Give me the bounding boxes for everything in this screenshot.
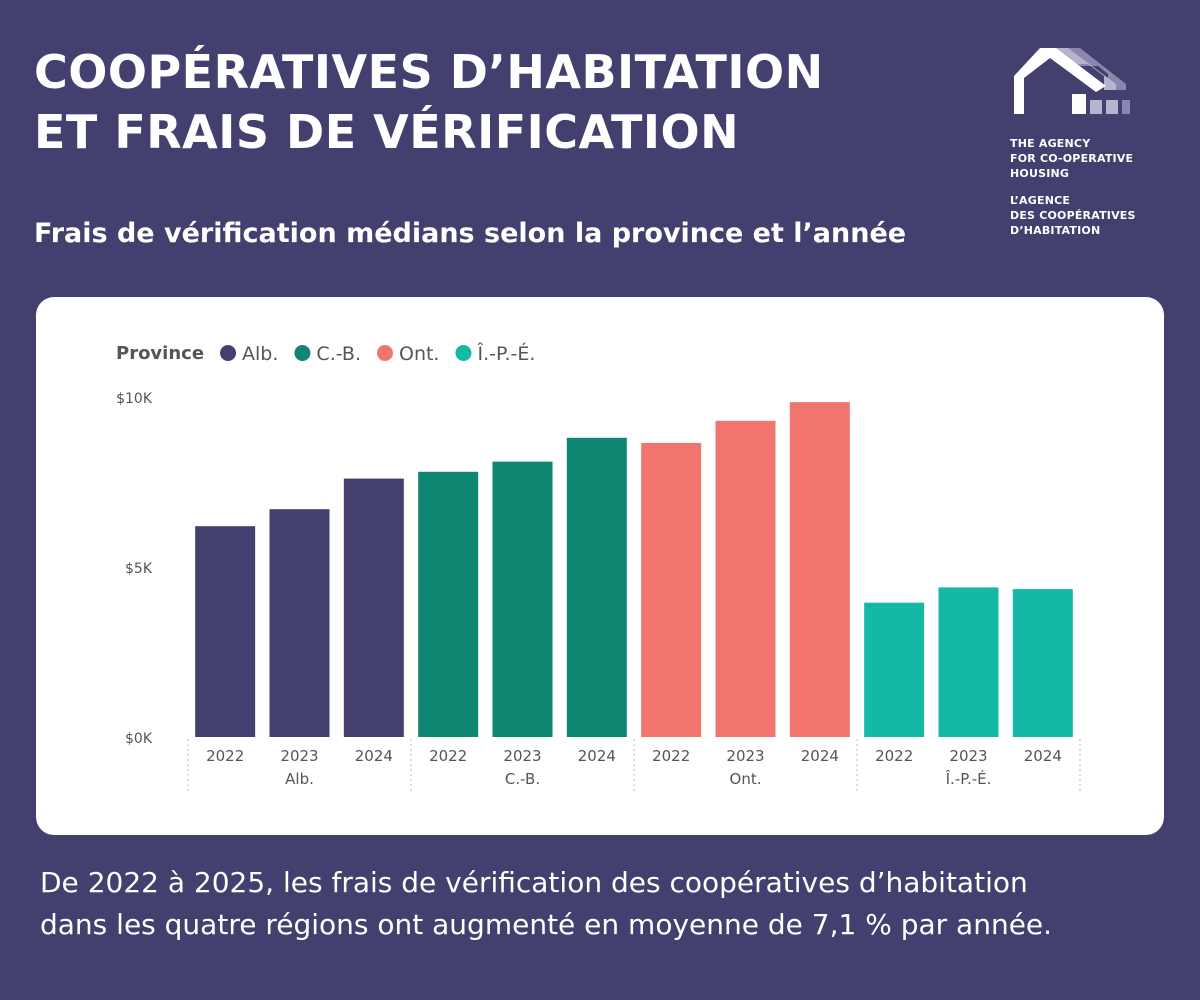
bar-3-1 [938, 587, 999, 737]
logo-text-fr-2: DES COOPÉRATIVES [1010, 209, 1136, 222]
logo-text-en-1: THE AGENCY [1010, 137, 1091, 150]
legend-label-1: C.-B. [316, 343, 361, 365]
legend-label-0: Alb. [242, 343, 278, 365]
title-line-2: ET FRAIS DE VÉRIFICATION [34, 105, 740, 159]
bar-1-2 [566, 437, 627, 737]
x-tick-label: 2023 [726, 747, 764, 765]
x-tick-label: 2024 [355, 747, 393, 765]
x-group-label: Alb. [285, 770, 314, 788]
legend-label-2: Ont. [399, 343, 440, 365]
x-tick-label: 2022 [429, 747, 467, 765]
logo-text-fr-1: L’AGENCE [1010, 194, 1071, 207]
y-tick-label: $10K [116, 391, 153, 407]
legend-marker-0 [220, 345, 237, 361]
legend-label-3: Î.-P.-É. [476, 342, 535, 365]
legend-marker-3 [455, 345, 472, 361]
x-tick-label: 2022 [652, 747, 690, 765]
chart-card: Province Alb. C.-B. Ont. Î.-P.-É. $0K $5K $10K 2… [36, 297, 1164, 835]
house-logo-icon [1014, 48, 1130, 114]
title-line-1: COOPÉRATIVES D’HABITATION [34, 45, 824, 99]
x-tick-label: 2022 [206, 747, 244, 765]
footer-line-1: De 2022 à 2025, les frais de vérificatio… [40, 866, 1028, 899]
logo-text-en-2: FOR CO-OPERATIVE [1010, 152, 1134, 165]
footer-summary: De 2022 à 2025, les frais de vérificatio… [40, 862, 1170, 946]
x-group-label: C.-B. [505, 770, 540, 788]
legend-marker-2 [376, 345, 393, 361]
bar-1-0 [418, 471, 479, 737]
x-tick-label: 2022 [875, 747, 913, 765]
x-tick-label: 2023 [949, 747, 987, 765]
logo-text-fr-3: D’HABITATION [1010, 224, 1101, 237]
bar-2-0 [641, 442, 702, 737]
legend-marker-1 [294, 345, 311, 361]
x-group-label: Ont. [730, 770, 762, 788]
bar-3-2 [1012, 589, 1073, 737]
x-tick-label: 2023 [280, 747, 318, 765]
legend-title: Province [116, 343, 204, 364]
footer-line-2: dans les quatre régions ont augmenté en … [40, 908, 1053, 941]
page-title: COOPÉRATIVES D’HABITATION ET FRAIS DE VÉ… [34, 42, 984, 162]
y-tick-label: $0K [125, 731, 153, 747]
x-tick-label: 2024 [801, 747, 839, 765]
bar-2-1 [715, 420, 776, 737]
x-tick-label: 2024 [578, 747, 616, 765]
chart-subtitle: Frais de vérification médians selon la p… [34, 218, 907, 249]
agency-logo: THE AGENCY FOR CO-OPERATIVE HOUSING L’AG… [1010, 44, 1180, 238]
bar-0-0 [195, 526, 256, 737]
logo-text: THE AGENCY FOR CO-OPERATIVE HOUSING L’AG… [1010, 136, 1180, 238]
bar-2-2 [789, 402, 850, 737]
bar-chart: Province Alb. C.-B. Ont. Î.-P.-É. $0K $5K $10K 2… [116, 342, 1081, 791]
bar-0-2 [343, 478, 404, 737]
x-tick-label: 2024 [1024, 747, 1062, 765]
bar-3-0 [864, 602, 925, 737]
y-tick-label: $5K [125, 561, 153, 577]
bar-0-1 [269, 509, 330, 737]
x-tick-label: 2023 [503, 747, 541, 765]
logo-text-en-3: HOUSING [1010, 167, 1070, 180]
bar-1-1 [492, 461, 553, 737]
x-group-label: Î.-P.-É. [945, 769, 992, 788]
